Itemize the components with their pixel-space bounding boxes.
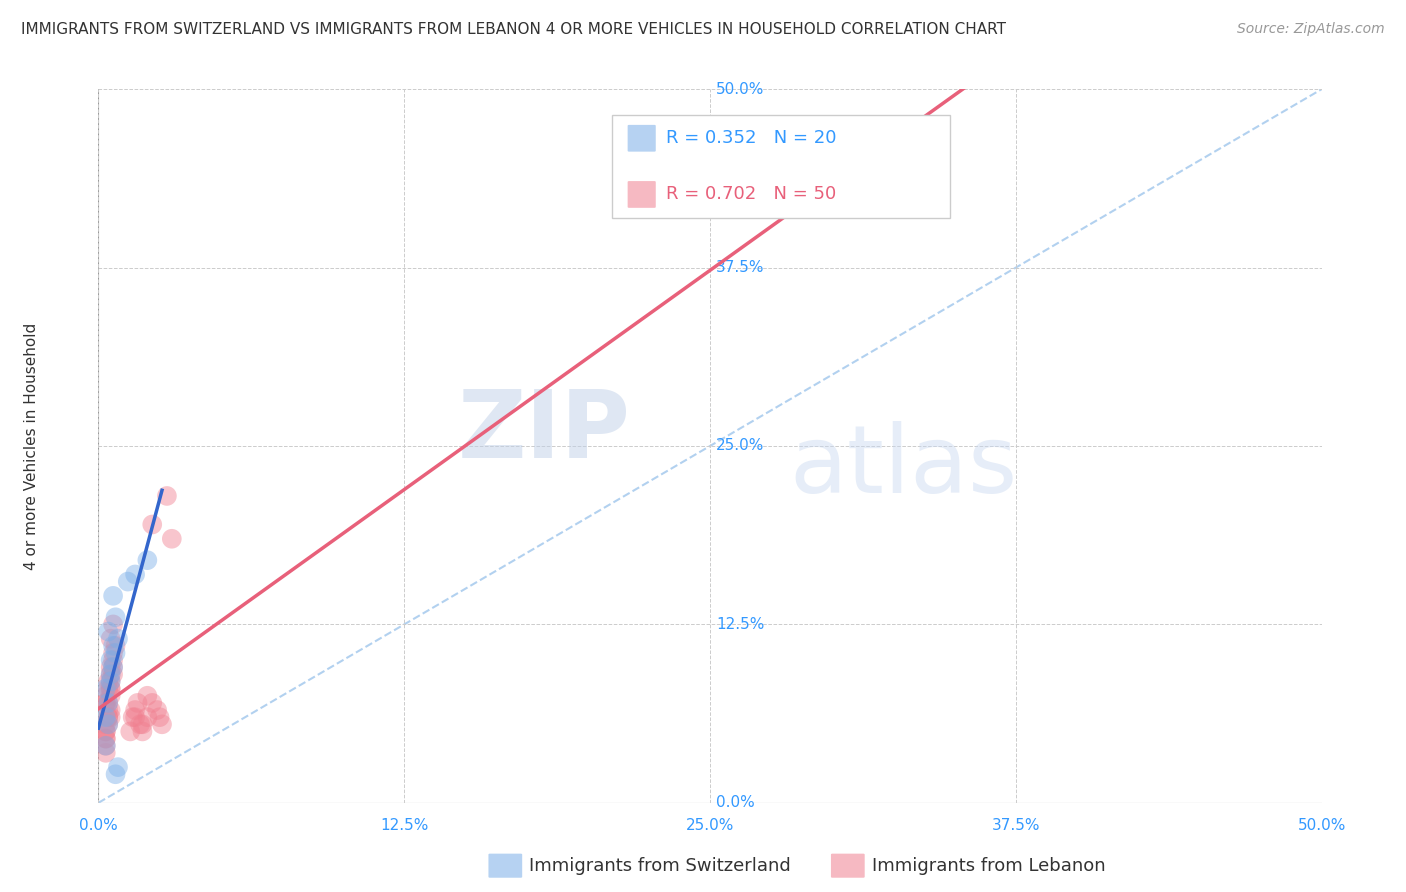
Text: R = 0.352   N = 20: R = 0.352 N = 20: [665, 129, 837, 147]
Point: [97, 710, 120, 724]
Text: atlas: atlas: [790, 421, 1018, 514]
Point: [94, 731, 117, 746]
Point: [107, 760, 129, 774]
Point: [101, 660, 124, 674]
Point: [97, 703, 120, 717]
Point: [101, 667, 124, 681]
Point: [104, 639, 127, 653]
Point: [97, 696, 120, 710]
Point: [131, 717, 153, 731]
Text: 50.0%: 50.0%: [716, 82, 765, 96]
Point: [94, 746, 117, 760]
Text: 37.5%: 37.5%: [716, 260, 765, 275]
Point: [94, 717, 117, 731]
Point: [107, 632, 129, 646]
Text: 12.5%: 12.5%: [380, 819, 429, 833]
Point: [100, 653, 122, 667]
Point: [104, 610, 127, 624]
Point: [120, 724, 142, 739]
Point: [97, 624, 120, 639]
Text: Immigrants from Lebanon: Immigrants from Lebanon: [872, 856, 1105, 875]
Point: [141, 517, 163, 532]
Point: [94, 681, 117, 696]
Point: [97, 717, 120, 731]
Point: [124, 710, 146, 724]
Text: IMMIGRANTS FROM SWITZERLAND VS IMMIGRANTS FROM LEBANON 4 OR MORE VEHICLES IN HOU: IMMIGRANTS FROM SWITZERLAND VS IMMIGRANT…: [21, 22, 1007, 37]
Point: [136, 553, 159, 567]
Point: [104, 767, 127, 781]
Point: [97, 674, 120, 689]
Text: 25.0%: 25.0%: [716, 439, 765, 453]
Text: R = 0.702   N = 50: R = 0.702 N = 50: [665, 186, 835, 203]
Point: [94, 739, 117, 753]
Point: [821, 182, 844, 196]
Point: [160, 532, 183, 546]
Point: [101, 617, 124, 632]
Point: [97, 696, 120, 710]
Point: [100, 703, 122, 717]
Text: 0.0%: 0.0%: [716, 796, 755, 810]
Point: [150, 717, 173, 731]
Point: [121, 710, 143, 724]
Point: [100, 667, 122, 681]
Point: [94, 696, 117, 710]
Point: [129, 717, 152, 731]
Point: [100, 632, 122, 646]
Point: [100, 674, 122, 689]
Point: [100, 667, 122, 681]
Point: [141, 696, 163, 710]
Text: 12.5%: 12.5%: [716, 617, 765, 632]
Text: 50.0%: 50.0%: [1298, 819, 1346, 833]
Point: [101, 653, 124, 667]
Point: [101, 589, 124, 603]
Point: [94, 710, 117, 724]
Point: [127, 696, 149, 710]
Point: [156, 489, 179, 503]
Point: [94, 731, 117, 746]
Text: 4 or more Vehicles in Household: 4 or more Vehicles in Household: [24, 322, 38, 570]
Point: [94, 739, 117, 753]
Point: [136, 710, 159, 724]
Point: [100, 660, 122, 674]
Point: [97, 681, 120, 696]
Text: 37.5%: 37.5%: [991, 819, 1040, 833]
Point: [101, 660, 124, 674]
Point: [117, 574, 139, 589]
Text: 0.0%: 0.0%: [79, 819, 118, 833]
Point: [124, 567, 146, 582]
Point: [94, 724, 117, 739]
Point: [94, 689, 117, 703]
Point: [94, 696, 117, 710]
Point: [136, 689, 159, 703]
Point: [124, 703, 146, 717]
Text: Immigrants from Switzerland: Immigrants from Switzerland: [529, 856, 792, 875]
Point: [100, 710, 122, 724]
Text: Source: ZipAtlas.com: Source: ZipAtlas.com: [1237, 22, 1385, 37]
Text: 25.0%: 25.0%: [686, 819, 734, 833]
Point: [101, 639, 124, 653]
Point: [101, 646, 124, 660]
Point: [100, 681, 122, 696]
Point: [100, 674, 122, 689]
Point: [131, 724, 153, 739]
Point: [149, 710, 172, 724]
Point: [146, 703, 169, 717]
Point: [97, 710, 120, 724]
Point: [97, 717, 120, 731]
Text: ZIP: ZIP: [457, 385, 630, 478]
Point: [94, 724, 117, 739]
Point: [100, 689, 122, 703]
Point: [104, 646, 127, 660]
Point: [100, 681, 122, 696]
